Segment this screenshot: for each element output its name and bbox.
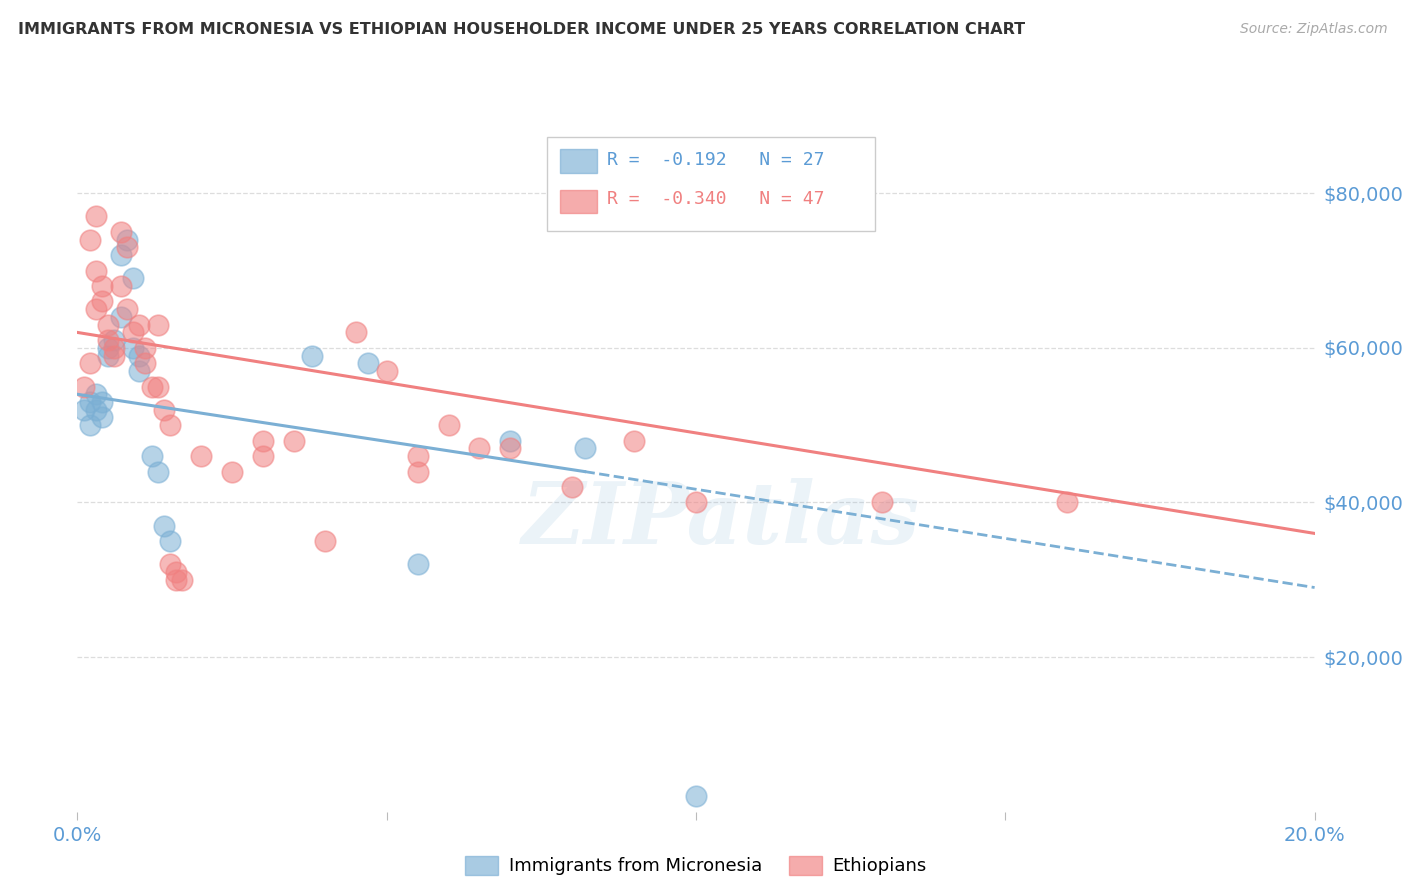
Y-axis label: Householder Income Under 25 years: Householder Income Under 25 years [0, 311, 8, 616]
Point [221, 465, 243, 479]
Point [91, 410, 114, 425]
Point [79, 233, 101, 247]
Point [84, 263, 107, 277]
Point [146, 379, 169, 393]
Bar [560, 149, 598, 173]
Point [172, 573, 194, 587]
Point [79, 395, 101, 409]
Point [499, 442, 522, 456]
Point [110, 279, 132, 293]
Point [84, 302, 107, 317]
Point [165, 573, 187, 587]
Point [357, 356, 380, 370]
Point [72, 402, 94, 417]
Point [103, 349, 125, 363]
Point [165, 565, 187, 579]
Point [97, 318, 120, 332]
Point [561, 480, 583, 494]
Point [283, 434, 305, 448]
Point [91, 294, 114, 309]
Text: R =  -0.340   N = 47: R = -0.340 N = 47 [607, 191, 824, 209]
Text: Source: ZipAtlas.com: Source: ZipAtlas.com [1240, 22, 1388, 37]
Point [406, 465, 429, 479]
Point [84, 387, 107, 401]
Point [115, 233, 138, 247]
Point [159, 534, 181, 549]
Point [314, 534, 336, 549]
Text: R =  -0.192   N = 27: R = -0.192 N = 27 [607, 151, 824, 169]
Point [146, 318, 169, 332]
Point [141, 379, 163, 393]
Point [499, 434, 522, 448]
Point [128, 349, 150, 363]
Point [91, 279, 114, 293]
Point [301, 349, 323, 363]
Point [623, 434, 645, 448]
Point [134, 356, 156, 370]
Point [128, 318, 150, 332]
Point [437, 418, 460, 433]
Point [72, 379, 94, 393]
Point [97, 341, 120, 355]
Point [1056, 495, 1078, 509]
Point [84, 210, 107, 224]
Point [159, 558, 181, 572]
Point [406, 449, 429, 463]
Point [103, 333, 125, 347]
Point [406, 558, 429, 572]
Point [115, 302, 138, 317]
Point [91, 395, 114, 409]
Point [252, 434, 274, 448]
Point [344, 326, 367, 340]
Point [685, 789, 707, 804]
Point [122, 271, 145, 285]
Point [141, 449, 163, 463]
Point [190, 449, 212, 463]
Point [146, 465, 169, 479]
Point [128, 364, 150, 378]
Point [870, 495, 893, 509]
FancyBboxPatch shape [547, 136, 876, 231]
Point [103, 341, 125, 355]
Point [252, 449, 274, 463]
Point [468, 442, 491, 456]
Point [79, 418, 101, 433]
Point [122, 341, 145, 355]
Point [97, 349, 120, 363]
Point [159, 418, 181, 433]
Point [153, 518, 176, 533]
Point [110, 248, 132, 262]
Point [79, 356, 101, 370]
Text: IMMIGRANTS FROM MICRONESIA VS ETHIOPIAN HOUSEHOLDER INCOME UNDER 25 YEARS CORREL: IMMIGRANTS FROM MICRONESIA VS ETHIOPIAN … [18, 22, 1025, 37]
Point [110, 310, 132, 324]
Point [574, 442, 596, 456]
Point [97, 333, 120, 347]
Point [115, 240, 138, 254]
Point [110, 225, 132, 239]
Legend: Immigrants from Micronesia, Ethiopians: Immigrants from Micronesia, Ethiopians [458, 849, 934, 883]
Point [122, 326, 145, 340]
Point [134, 341, 156, 355]
Text: ZIPatlas: ZIPatlas [522, 478, 920, 561]
Bar [560, 190, 598, 213]
Point [153, 402, 176, 417]
Point [685, 495, 707, 509]
Point [84, 402, 107, 417]
Point [375, 364, 398, 378]
